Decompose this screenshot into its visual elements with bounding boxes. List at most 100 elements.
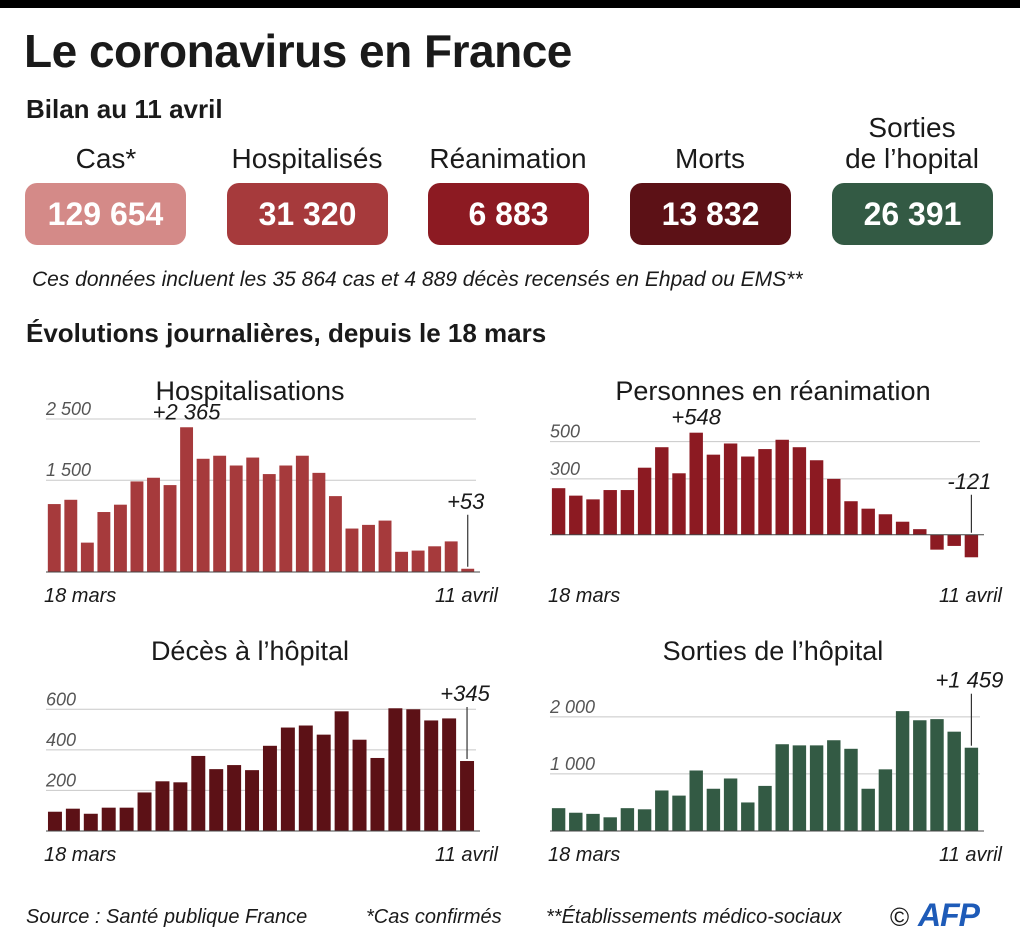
bar (861, 508, 875, 535)
footer-source: Source : Santé publique France (26, 906, 308, 928)
bar (460, 761, 475, 831)
y-tick-label: 2 500 (45, 399, 91, 419)
bar (775, 439, 789, 535)
bar (196, 458, 210, 572)
bar (119, 807, 134, 831)
bar (895, 711, 910, 831)
footer-note-ems: **Établissements médico-sociaux (546, 906, 842, 928)
bar (378, 520, 392, 572)
bar (334, 711, 349, 831)
bar (723, 443, 738, 535)
bar (83, 813, 98, 831)
y-tick-label: 600 (46, 689, 76, 709)
bar (147, 477, 160, 572)
bar (586, 813, 600, 831)
bar (280, 727, 295, 831)
bar (316, 734, 331, 831)
bar (101, 807, 116, 831)
annotation-label: +345 (440, 681, 490, 706)
x-label-start: 18 mars (44, 585, 116, 607)
x-label-end: 11 avril (939, 844, 1003, 866)
data-note: Ces données incluent les 35 864 cas et 4… (32, 268, 803, 291)
kpi-label-hospitalises: Hospitalisés (212, 112, 402, 174)
bar (861, 788, 875, 831)
bar (792, 745, 807, 831)
bar (637, 809, 652, 831)
bar (209, 769, 224, 831)
x-label-start: 18 mars (548, 585, 620, 607)
bar (620, 808, 635, 831)
bar (442, 718, 457, 831)
bar (947, 731, 961, 831)
bar (312, 472, 326, 572)
bar (130, 481, 144, 572)
kpi-value-cas: 129 654 (25, 183, 186, 245)
bar (741, 802, 755, 831)
bar (827, 740, 841, 831)
bar (388, 708, 403, 831)
bar (345, 528, 359, 572)
bar (878, 514, 893, 535)
bar (444, 541, 458, 572)
bar (706, 454, 721, 535)
y-tick-label: 1 000 (550, 754, 595, 774)
bar (262, 745, 277, 831)
bar (155, 781, 170, 831)
x-label-start: 18 mars (44, 844, 116, 866)
annotation-label: -121 (947, 469, 991, 494)
bar (689, 770, 703, 831)
copyright-icon: © (890, 902, 910, 932)
kpi-label-sorties: Sorties de l’hopital (817, 112, 1007, 174)
bar (213, 455, 227, 572)
bar (706, 788, 721, 831)
bar (137, 792, 152, 831)
bar (637, 467, 652, 535)
annotation-label: +53 (447, 489, 485, 514)
bar (406, 709, 421, 831)
kpi-value-hospitalises: 31 320 (227, 183, 388, 245)
bar (47, 504, 61, 572)
bar (964, 747, 979, 831)
bar (964, 534, 979, 558)
bar (229, 465, 243, 572)
bar (461, 568, 475, 572)
bar (411, 550, 425, 572)
bar (947, 534, 961, 546)
bar (173, 782, 188, 831)
bar (758, 449, 772, 535)
chart-title: Hospitalisations (155, 376, 344, 406)
bar (672, 795, 686, 831)
bar (689, 432, 703, 535)
bar (586, 499, 600, 535)
annotation-label: +1 459 (935, 668, 1003, 693)
bar (655, 447, 669, 535)
y-tick-label: 400 (46, 730, 76, 750)
bar (878, 769, 893, 831)
bar (352, 739, 367, 831)
bar (163, 485, 177, 572)
bar (895, 521, 910, 535)
afp-logo: AFP (918, 897, 980, 933)
bar (191, 755, 206, 831)
bar (930, 534, 944, 550)
page-subtitle: Bilan au 11 avril (26, 94, 223, 124)
bar (844, 501, 858, 535)
bar (930, 719, 944, 831)
bar (97, 512, 111, 572)
bar (295, 455, 309, 572)
bar (723, 778, 738, 831)
bar (792, 447, 807, 535)
bar (603, 817, 617, 831)
x-label-start: 18 mars (548, 844, 620, 866)
bar (180, 427, 194, 572)
chart-title: Décès à l’hôpital (151, 636, 349, 666)
y-tick-label: 2 000 (549, 697, 595, 717)
footer-note-cas: *Cas confirmés (366, 906, 502, 928)
bar (913, 720, 927, 831)
y-tick-label: 1 500 (46, 460, 91, 480)
bar (758, 785, 772, 831)
bar (809, 460, 824, 535)
chart-title: Personnes en réanimation (615, 376, 930, 406)
bar (362, 524, 375, 572)
